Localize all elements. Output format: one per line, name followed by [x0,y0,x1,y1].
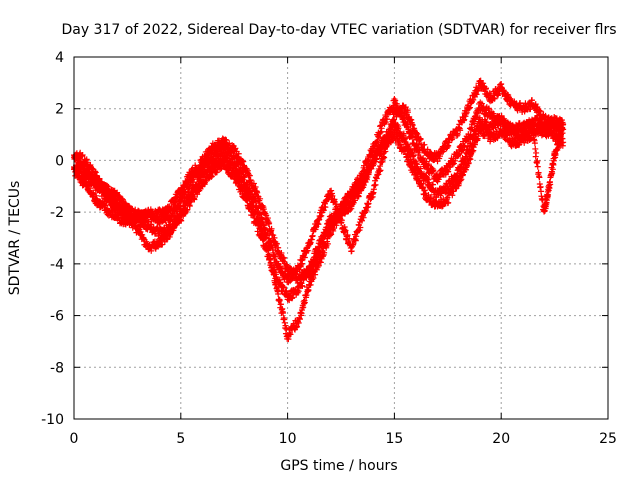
x-tick-label: 25 [599,431,617,447]
data-point-marker [289,294,296,301]
data-point-marker [119,196,126,203]
data-point-marker [142,218,149,225]
data-point-marker [378,125,385,132]
data-series [71,77,567,343]
x-axis-label: GPS time / hours [280,458,397,474]
data-point-marker [450,160,457,167]
data-point-marker [268,225,275,232]
data-point-marker [445,168,452,175]
data-point-marker [400,130,407,137]
axis-tick-labels: 0 5 10 15 20 25 -10 -8 -6 -4 -2 0 2 4 [41,50,617,447]
data-point-marker [250,180,257,187]
data-point-marker [515,127,522,134]
data-point-marker [209,173,216,180]
data-point-marker [222,136,229,143]
data-point-marker [91,168,98,175]
data-point-marker [235,150,242,157]
data-point-marker [395,125,402,132]
data-point-marker [430,181,437,188]
data-point-marker [197,178,204,185]
data-point-marker [247,176,254,183]
data-point-marker [79,151,86,158]
data-point-marker [270,232,277,239]
y-tick-label: -8 [50,360,64,376]
data-point-marker [476,114,483,121]
data-point-marker [501,115,508,122]
x-tick-label: 0 [70,431,79,447]
data-point-marker [425,161,432,168]
data-point-marker [273,240,280,247]
y-tick-label: -4 [50,257,64,273]
x-tick-label: 10 [279,431,297,447]
data-point-marker [307,263,314,270]
data-point-marker [240,158,247,165]
data-point-marker [174,220,181,227]
data-point-marker [107,190,114,197]
data-point-marker [112,195,119,202]
data-point-marker [212,162,219,169]
data-point-marker [485,105,492,112]
data-point-marker [315,247,322,254]
data-point-marker [194,183,201,190]
data-point-marker [483,119,490,126]
x-tick-label: 5 [176,431,185,447]
data-point-marker [114,200,121,207]
data-point-marker [406,143,413,150]
data-point-marker [232,145,239,152]
data-point-marker [377,129,384,136]
data-point-marker [82,169,89,176]
data-point-marker [382,119,389,126]
data-point-marker [420,155,427,162]
x-tick-label: 15 [385,431,403,447]
data-point-marker [560,139,567,146]
data-point-marker [402,135,409,142]
y-tick-label: -2 [50,205,64,221]
data-point-marker [430,167,437,174]
data-point-marker [417,165,424,172]
y-axis-label: SDTVAR / TECUs [7,181,23,296]
data-point-marker [119,195,126,202]
data-point-marker [455,151,462,158]
data-point-marker [239,157,246,164]
y-tick-label: 0 [55,153,64,169]
y-tick-label: -10 [41,412,64,428]
data-point-marker [223,137,230,144]
chart-title: Day 317 of 2022, Sidereal Day-to-day VTE… [61,22,616,38]
data-point-marker [280,284,287,291]
data-point-marker [252,184,259,191]
data-point-marker [121,207,128,214]
data-point-marker [478,100,485,107]
data-point-marker [384,116,391,123]
y-tick-label: -6 [50,309,64,325]
data-point-marker [203,171,210,178]
y-tick-label: 2 [55,102,64,118]
data-point-marker [393,100,400,107]
y-tick-label: 4 [55,50,64,66]
data-point-marker [299,283,306,290]
data-point-marker [266,220,273,227]
data-point-marker [425,176,432,183]
data-point-marker [410,152,417,159]
data-point-marker [347,206,354,213]
data-point-marker [414,144,421,151]
x-tick-label: 20 [492,431,510,447]
data-point-marker [271,234,278,241]
